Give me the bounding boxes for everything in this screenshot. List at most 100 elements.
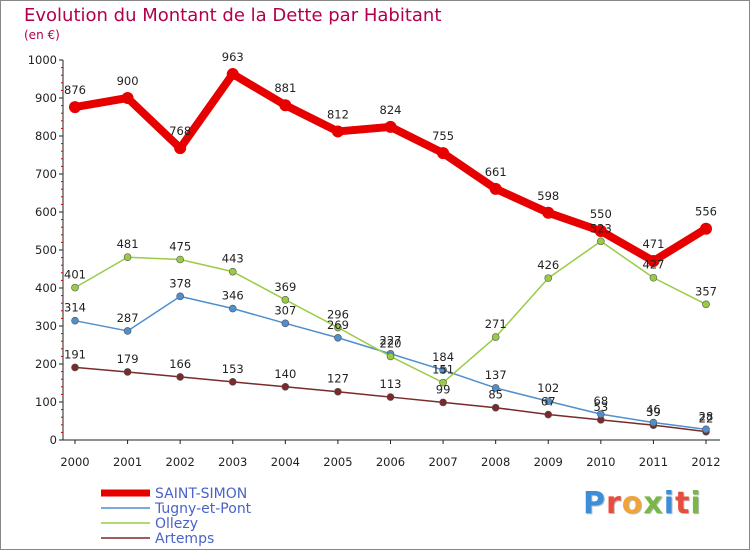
data-label: 28: [699, 409, 714, 423]
data-point: [544, 274, 553, 282]
x-tick-label: 2005: [323, 455, 352, 469]
x-tick-label: 2010: [586, 455, 615, 469]
data-label: 523: [590, 221, 612, 235]
data-point: [71, 283, 79, 292]
data-point: [71, 363, 79, 372]
data-point: [594, 225, 607, 237]
data-point: [386, 393, 395, 401]
x-tick-label: 2002: [166, 455, 195, 469]
x-tick-label: 2004: [271, 455, 300, 469]
data-point: [281, 382, 290, 391]
x-tick-label: 2011: [639, 455, 668, 469]
x-tick-label: 2001: [113, 455, 142, 469]
data-label: 812: [327, 107, 349, 121]
data-label: 296: [327, 308, 349, 322]
x-tick-label: 2008: [481, 455, 510, 469]
data-label: 824: [380, 103, 402, 117]
data-point: [226, 68, 239, 81]
data-label: 426: [537, 258, 559, 272]
data-point: [597, 410, 605, 418]
data-label: 137: [485, 368, 507, 382]
data-point: [649, 418, 658, 427]
x-tick-label: 2006: [376, 455, 405, 469]
x-tick-label: 2012: [691, 455, 720, 469]
data-label: 140: [274, 367, 296, 381]
chart-title: Evolution du Montant de la Dette par Hab…: [24, 5, 442, 26]
data-label: 287: [117, 311, 139, 325]
data-label: 85: [488, 388, 503, 402]
y-tick-label: 900: [35, 91, 57, 105]
data-point: [491, 384, 500, 392]
chart-subtitle: (en €): [24, 28, 60, 42]
y-tick-label: 0: [50, 433, 57, 447]
data-point: [228, 304, 237, 313]
data-label: 443: [222, 252, 244, 266]
data-label: 269: [327, 318, 349, 332]
data-point: [123, 253, 132, 262]
data-point: [700, 222, 712, 235]
data-label: 963: [222, 50, 244, 64]
logo-letter: i: [690, 486, 702, 521]
data-label: 46: [646, 403, 661, 417]
x-tick-label: 2007: [428, 455, 457, 469]
logo-letter: t: [675, 486, 691, 521]
data-label: 661: [485, 165, 507, 179]
data-label: 184: [432, 350, 454, 364]
data-label: 357: [695, 284, 717, 298]
data-point: [334, 333, 342, 342]
data-point: [649, 273, 658, 282]
data-label: 271: [485, 317, 507, 331]
y-tick-label: 300: [35, 319, 57, 333]
x-tick-label: 2009: [534, 455, 563, 469]
legend-label: SAINT-SIMON: [155, 486, 247, 502]
legend-label: Ollezy: [155, 516, 198, 532]
data-label: 113: [380, 377, 402, 391]
data-label: 191: [64, 347, 86, 361]
data-label: 755: [432, 129, 454, 143]
data-label: 22: [699, 412, 714, 426]
data-label: 369: [274, 280, 296, 294]
data-label: 401: [64, 268, 86, 282]
data-label: 900: [117, 74, 139, 88]
data-label: 39: [646, 405, 661, 419]
data-label: 876: [64, 83, 86, 97]
data-point: [281, 319, 290, 328]
data-label: 378: [169, 276, 191, 290]
data-point: [281, 295, 290, 304]
data-label: 153: [222, 362, 244, 376]
data-label: 475: [169, 240, 191, 254]
data-point: [176, 373, 184, 381]
data-point: [228, 378, 237, 386]
data-label: 550: [590, 207, 612, 221]
data-label: 227: [380, 334, 402, 348]
y-tick-label: 1000: [28, 53, 57, 67]
data-point: [544, 410, 553, 419]
y-tick-label: 500: [35, 243, 57, 257]
legend-label: Tugny-et-Pont: [154, 501, 252, 517]
data-label: 314: [64, 301, 86, 315]
data-point: [71, 316, 79, 325]
data-point: [123, 368, 132, 376]
data-point: [437, 147, 450, 160]
data-point: [702, 425, 710, 434]
data-label: 151: [432, 363, 454, 377]
logo-letter: P: [583, 486, 606, 521]
data-label: 556: [695, 205, 717, 219]
data-label: 53: [594, 400, 609, 414]
data-point: [334, 323, 342, 332]
data-point: [439, 366, 447, 374]
y-tick-label: 600: [35, 205, 57, 219]
y-tick-label: 800: [35, 129, 57, 143]
data-point: [69, 101, 81, 114]
data-point: [121, 92, 134, 104]
data-label: 471: [642, 237, 664, 251]
data-label: 881: [274, 81, 296, 95]
data-label: 307: [274, 303, 296, 317]
data-point: [228, 267, 237, 276]
data-label: 127: [327, 372, 349, 386]
logo-letter: o: [621, 486, 644, 521]
data-label: 768: [169, 124, 191, 138]
x-tick-label: 2003: [218, 455, 247, 469]
